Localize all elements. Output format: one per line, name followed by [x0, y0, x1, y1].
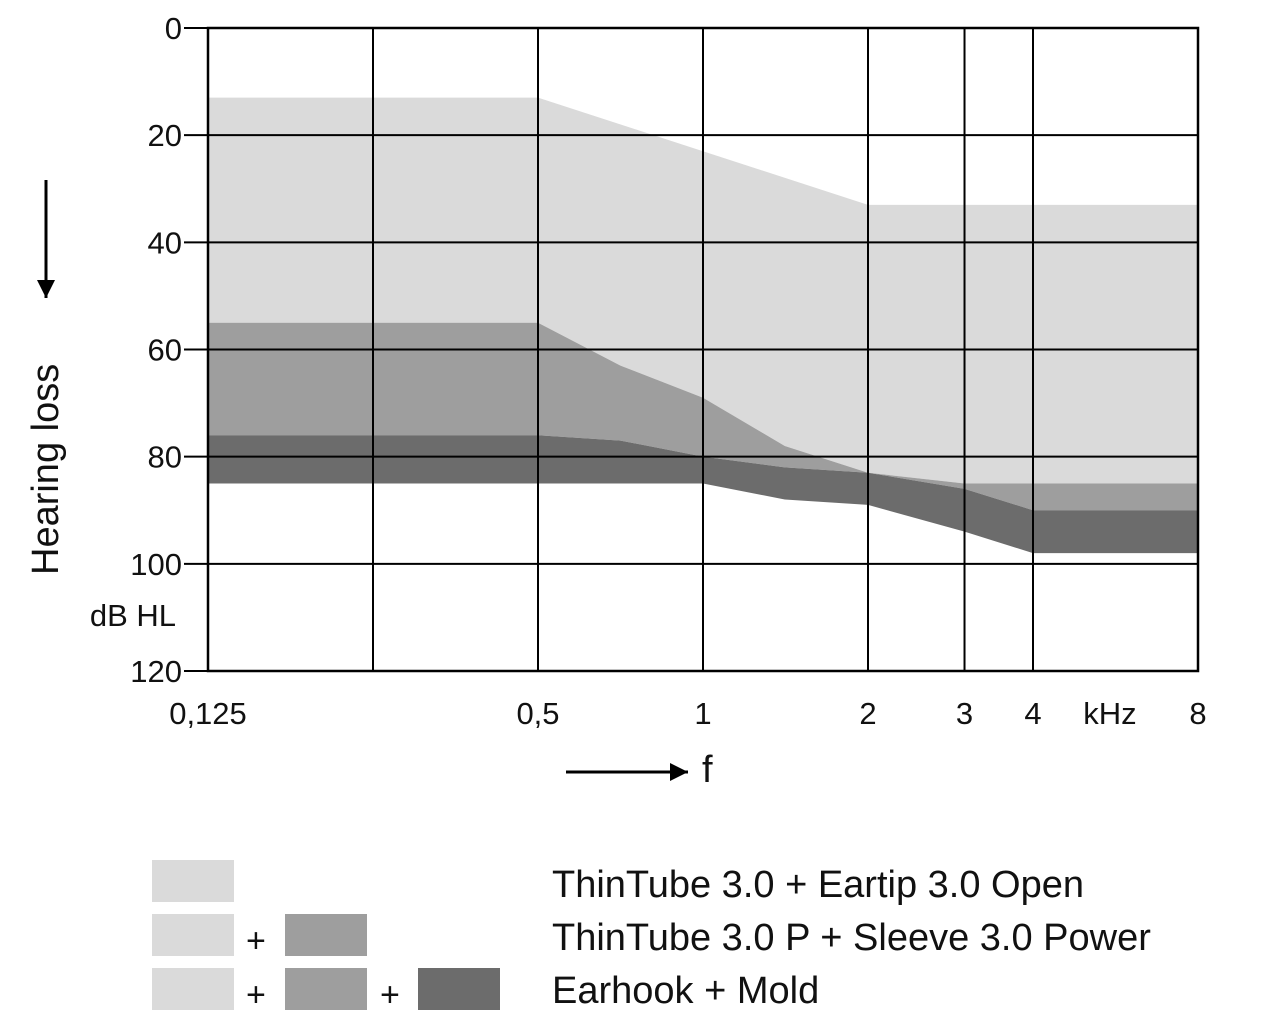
x-tick-label: 8 [1189, 696, 1206, 731]
legend-label-power: ThinTube 3.0 P + Sleeve 3.0 Power [552, 917, 1151, 959]
legend-plus: + [246, 922, 266, 960]
y-tick-label: 60 [148, 333, 182, 368]
x-tick-label: 3 [956, 696, 973, 731]
y-unit-label: dB HL [90, 598, 176, 633]
y-tick-labels: 0 20 40 60 80 100 120 [130, 11, 208, 689]
legend-swatch-dark [418, 968, 500, 1010]
legend-swatch-light [152, 860, 234, 902]
x-tick-label: 0,5 [516, 696, 559, 731]
x-tick-label: 4 [1024, 696, 1041, 731]
legend-label-earhook: Earhook + Mold [552, 970, 820, 1012]
x-tick-labels: 0,125 0,5 1 2 3 4 8 [169, 696, 1206, 731]
x-tick-label: 1 [694, 696, 711, 731]
legend-swatch-medium [285, 914, 367, 956]
legend-swatch-light [152, 914, 234, 956]
x-tick-label: 0,125 [169, 696, 247, 731]
legend-plus: + [246, 976, 266, 1014]
y-tick-label: 0 [165, 11, 182, 46]
y-tick-label: 120 [130, 654, 182, 689]
area-series-3 [208, 435, 1198, 554]
x-tick-label: 2 [859, 696, 876, 731]
legend-label-open: ThinTube 3.0 + Eartip 3.0 Open [552, 864, 1084, 906]
y-tick-label: 80 [148, 440, 182, 475]
y-axis-label: Hearing loss [25, 364, 67, 575]
legend-swatch-medium [285, 968, 367, 1010]
y-tick-label: 20 [148, 118, 182, 153]
y-tick-label: 100 [130, 547, 182, 582]
x-axis-label: f [702, 749, 713, 791]
x-unit-label: kHz [1083, 696, 1136, 731]
legend-plus: + [380, 976, 400, 1014]
legend-swatch-light [152, 968, 234, 1010]
y-tick-label: 40 [148, 225, 182, 260]
